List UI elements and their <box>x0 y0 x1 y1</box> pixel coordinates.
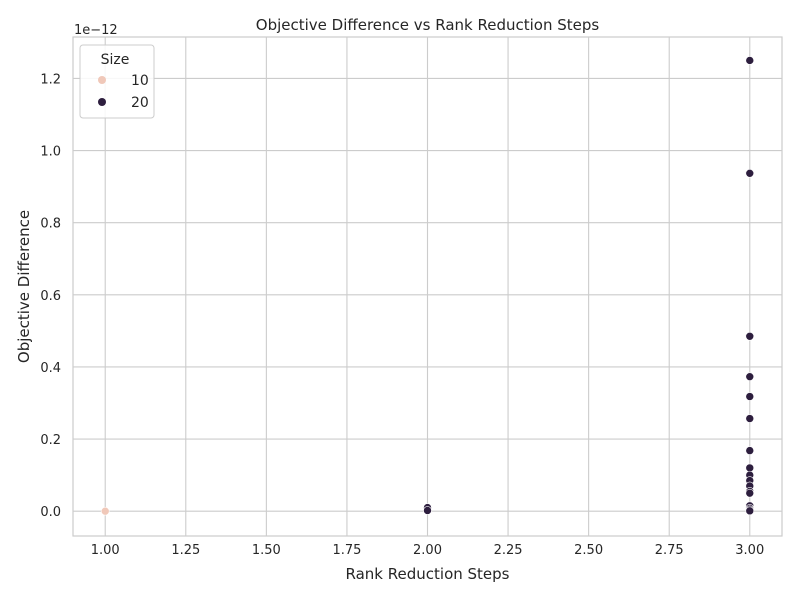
plot-border <box>72 36 783 537</box>
legend-label-size-10: 10 <box>131 73 149 89</box>
y-offset-label: 1e−12 <box>74 23 118 38</box>
y-tick-label: 0.6 <box>40 289 61 304</box>
x-tick-label: 2.50 <box>574 543 603 558</box>
legend-label-size-20: 20 <box>131 95 149 111</box>
data-point-size-20 <box>745 463 755 473</box>
axes-frame <box>72 36 783 537</box>
x-tick-label: 1.50 <box>252 543 281 558</box>
data-point-size-20 <box>745 169 755 178</box>
legend-title: Size <box>101 52 130 68</box>
legend-box <box>79 44 155 119</box>
x-tick-label: 2.75 <box>655 543 684 558</box>
data-point-size-20 <box>745 392 755 401</box>
y-axis-label: Objective Difference <box>15 210 33 363</box>
legend-marker-size-10 <box>98 76 106 84</box>
data-point-size-20 <box>423 506 432 515</box>
x-tick-label: 1.00 <box>91 543 120 558</box>
data-point-size-20 <box>745 506 755 516</box>
data-point-size-20 <box>745 488 755 498</box>
data-point-size-20 <box>745 446 755 455</box>
y-tick-label: 0.4 <box>40 361 61 376</box>
y-tick-labels: 0.0 0.2 0.4 0.6 0.8 1.0 1.2 <box>40 72 61 520</box>
y-tick-label: 1.2 <box>40 72 61 87</box>
data-point-size-20 <box>745 372 755 381</box>
x-axis-label: Rank Reduction Steps <box>346 565 510 583</box>
data-point-size-20 <box>745 56 755 65</box>
chart-title: Objective Difference vs Rank Reduction S… <box>256 16 600 34</box>
y-tick-label: 0.8 <box>40 217 61 232</box>
x-tick-label: 1.75 <box>332 543 361 558</box>
x-tick-label: 3.00 <box>735 543 764 558</box>
x-tick-label: 2.25 <box>494 543 523 558</box>
data-point-size-10 <box>100 506 110 516</box>
y-tick-label: 0.2 <box>40 433 61 448</box>
data-point-size-20 <box>745 331 755 341</box>
y-tick-label: 0.0 <box>40 505 61 520</box>
data-points <box>100 56 755 516</box>
y-tick-label: 1.0 <box>40 145 61 160</box>
x-tick-labels: 1.00 1.25 1.50 1.75 2.00 2.25 2.50 2.75 3.00 <box>91 543 764 558</box>
x-tick-label: 2.00 <box>413 543 442 558</box>
x-tick-label: 1.25 <box>171 543 200 558</box>
data-point-size-20 <box>745 414 755 423</box>
legend-marker-size-20 <box>98 98 106 106</box>
legend: Size 10 20 <box>79 44 155 119</box>
